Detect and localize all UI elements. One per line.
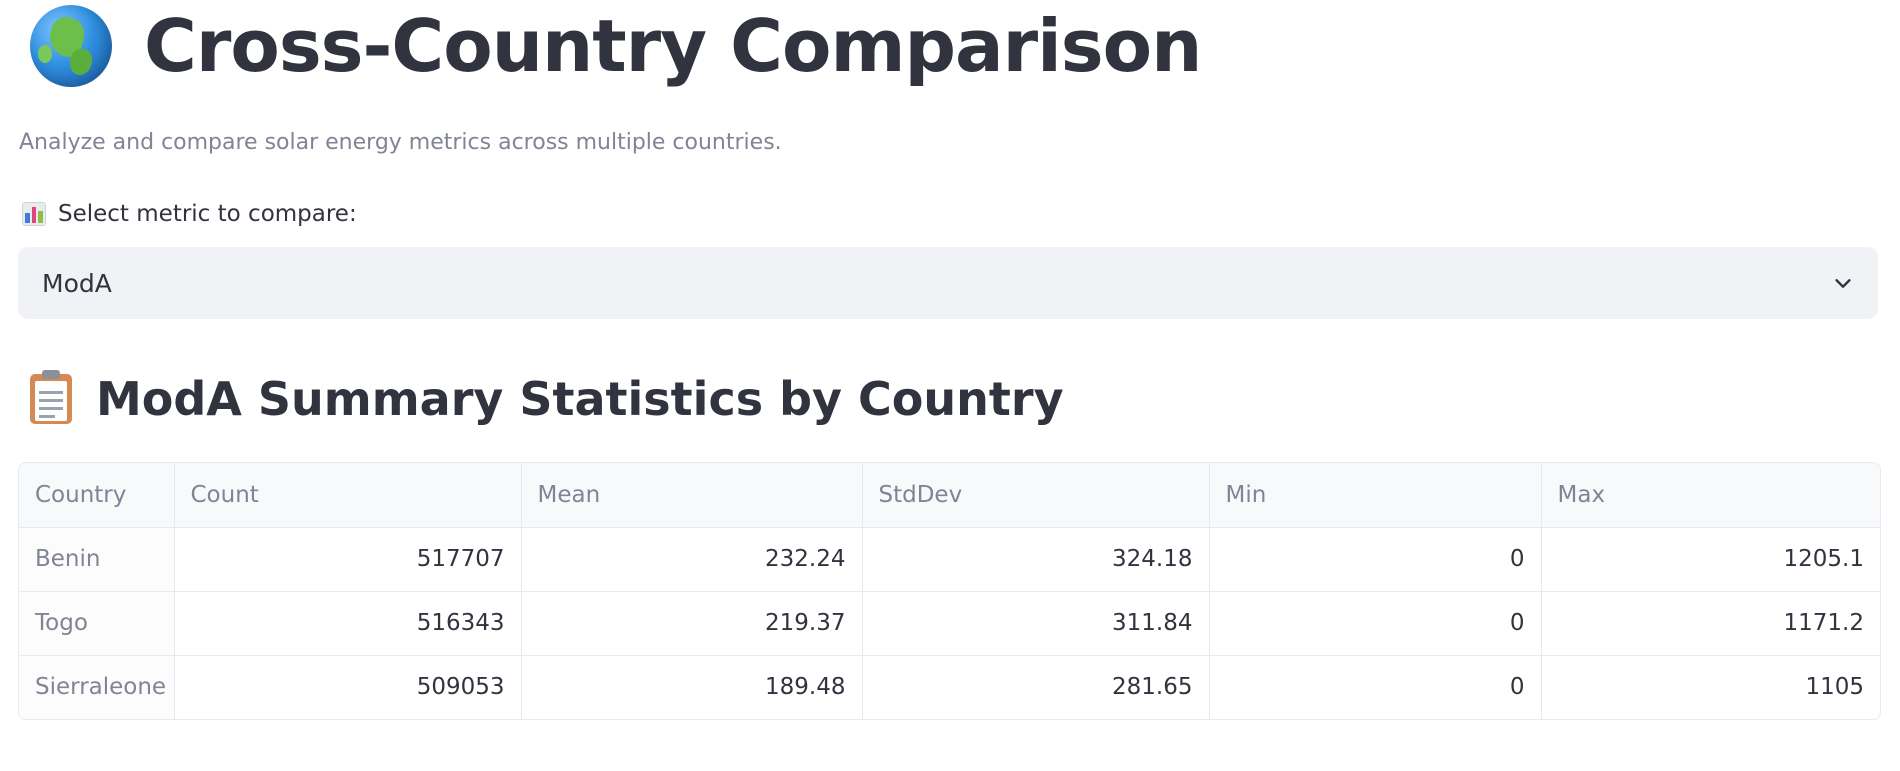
table-cell[interactable]: 311.84 (862, 591, 1210, 656)
table-cell[interactable]: 1171.2 (1541, 591, 1880, 656)
metric-select-label-text: Select metric to compare: (58, 201, 357, 227)
table-cell[interactable]: Benin (19, 527, 175, 592)
table-cell[interactable]: 0 (1209, 527, 1542, 592)
metric-select[interactable]: ModA (18, 247, 1878, 319)
table-cell[interactable]: 0 (1209, 655, 1542, 719)
table-row: Togo 516343 219.37 311.84 0 1171.2 (19, 591, 1880, 656)
page-subtitle: Analyze and compare solar energy metrics… (19, 130, 782, 155)
table-cell[interactable]: 324.18 (862, 527, 1210, 592)
column-header[interactable]: StdDev (862, 463, 1210, 528)
table-cell[interactable]: 189.48 (521, 655, 863, 719)
table-row: Sierraleone 509053 189.48 281.65 0 1105 (19, 655, 1880, 719)
table-cell[interactable]: 509053 (174, 655, 522, 719)
table-cell[interactable]: 517707 (174, 527, 522, 592)
column-header[interactable]: Min (1209, 463, 1542, 528)
table-cell[interactable]: 0 (1209, 591, 1542, 656)
column-header[interactable]: Max (1541, 463, 1880, 528)
table-cell[interactable]: 281.65 (862, 655, 1210, 719)
column-header[interactable]: Mean (521, 463, 863, 528)
table-cell[interactable]: 1105 (1805, 674, 1864, 701)
summary-table: Country Count Mean StdDev Min Max Benin … (18, 462, 1881, 720)
globe-icon (30, 5, 112, 87)
table-cell[interactable]: Sierraleone (19, 655, 175, 719)
table-header-row: Country Count Mean StdDev Min Max (19, 463, 1880, 528)
table-cell[interactable]: 219.37 (521, 591, 863, 656)
table-cell[interactable]: 232.24 (521, 527, 863, 592)
table-cell[interactable]: Togo (19, 591, 175, 656)
clipboard-icon (30, 370, 72, 424)
summary-section-header: ModA Summary Statistics by Country (30, 370, 1064, 426)
table-row: Benin 517707 232.24 324.18 0 1205.1 (19, 527, 1880, 592)
metric-select-value: ModA (42, 268, 112, 298)
bar-chart-icon (22, 202, 46, 226)
table-cell[interactable]: 1205.1 (1541, 527, 1880, 592)
metric-select-label: Select metric to compare: (22, 201, 357, 227)
table-cell[interactable]: 516343 (174, 591, 522, 656)
column-header[interactable]: Count (174, 463, 522, 528)
summary-title: ModA Summary Statistics by Country (96, 372, 1064, 426)
column-header[interactable]: Country (19, 463, 175, 528)
chevron-down-icon[interactable] (1832, 272, 1854, 294)
page-header: Cross-Country Comparison (30, 2, 1202, 90)
page-title: Cross-Country Comparison (144, 4, 1202, 88)
